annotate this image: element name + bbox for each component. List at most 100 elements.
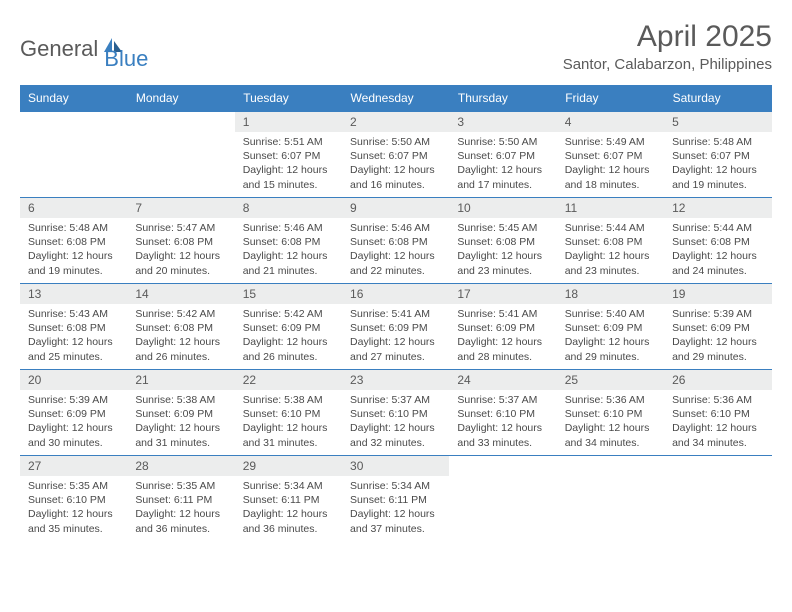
day-line: Sunrise: 5:41 AM [457,307,548,321]
calendar-cell: 14Sunrise: 5:42 AMSunset: 6:08 PMDayligh… [127,284,234,370]
day-line: Sunset: 6:09 PM [28,407,119,421]
day-body: Sunrise: 5:38 AMSunset: 6:09 PMDaylight:… [127,390,234,454]
day-number: 29 [235,456,342,476]
day-line: Sunset: 6:08 PM [672,235,763,249]
day-number: 12 [664,198,771,218]
day-number: 5 [664,112,771,132]
day-body: Sunrise: 5:36 AMSunset: 6:10 PMDaylight:… [557,390,664,454]
calendar-cell: 24Sunrise: 5:37 AMSunset: 6:10 PMDayligh… [449,370,556,456]
day-body: Sunrise: 5:48 AMSunset: 6:07 PMDaylight:… [664,132,771,196]
day-line: Sunrise: 5:44 AM [672,221,763,235]
day-line: Sunset: 6:10 PM [565,407,656,421]
day-line: Sunset: 6:11 PM [135,493,226,507]
day-line: Sunrise: 5:46 AM [243,221,334,235]
calendar-cell: 22Sunrise: 5:38 AMSunset: 6:10 PMDayligh… [235,370,342,456]
day-body: Sunrise: 5:50 AMSunset: 6:07 PMDaylight:… [449,132,556,196]
day-line: Sunrise: 5:34 AM [243,479,334,493]
day-body [20,118,127,125]
day-line: Daylight: 12 hours and 28 minutes. [457,335,548,363]
day-line: Sunset: 6:08 PM [457,235,548,249]
day-number: 18 [557,284,664,304]
day-line: Sunrise: 5:37 AM [350,393,441,407]
calendar-cell: 11Sunrise: 5:44 AMSunset: 6:08 PMDayligh… [557,198,664,284]
calendar-cell: 12 Sunrise: 5:44 AMSunset: 6:08 PMDayligh… [664,198,771,284]
day-line: Daylight: 12 hours and 23 minutes. [457,249,548,277]
day-line: Sunrise: 5:34 AM [350,479,441,493]
day-body: Sunrise: 5:42 AMSunset: 6:09 PMDaylight:… [235,304,342,368]
day-line: Sunset: 6:09 PM [457,321,548,335]
day-line: Daylight: 12 hours and 33 minutes. [457,421,548,449]
calendar-cell: 21Sunrise: 5:38 AMSunset: 6:09 PMDayligh… [127,370,234,456]
day-body: Sunrise: 5:51 AMSunset: 6:07 PMDaylight:… [235,132,342,196]
col-friday: Friday [557,85,664,112]
day-line: Daylight: 12 hours and 22 minutes. [350,249,441,277]
day-line: Sunset: 6:08 PM [135,321,226,335]
day-line: Sunrise: 5:42 AM [135,307,226,321]
day-line: Daylight: 12 hours and 23 minutes. [565,249,656,277]
day-body: Sunrise: 5:43 AMSunset: 6:08 PMDaylight:… [20,304,127,368]
day-line: Sunset: 6:10 PM [457,407,548,421]
day-number: 17 [449,284,556,304]
day-line: Sunset: 6:08 PM [135,235,226,249]
day-line: Sunset: 6:07 PM [350,149,441,163]
day-line: Daylight: 12 hours and 36 minutes. [135,507,226,535]
day-body: Sunrise: 5:35 AMSunset: 6:11 PMDaylight:… [127,476,234,540]
calendar-cell: 25Sunrise: 5:36 AMSunset: 6:10 PMDayligh… [557,370,664,456]
day-body: Sunrise: 5:38 AMSunset: 6:10 PMDaylight:… [235,390,342,454]
day-number: 27 [20,456,127,476]
day-number: 8 [235,198,342,218]
day-line: Daylight: 12 hours and 29 minutes. [672,335,763,363]
calendar-cell: 8Sunrise: 5:46 AMSunset: 6:08 PMDaylight… [235,198,342,284]
calendar-week: 13Sunrise: 5:43 AMSunset: 6:08 PMDayligh… [20,284,772,370]
day-line: Sunset: 6:08 PM [350,235,441,249]
calendar-week: 20Sunrise: 5:39 AMSunset: 6:09 PMDayligh… [20,370,772,456]
day-body [557,462,664,469]
day-body: Sunrise: 5:44 AMSunset: 6:08 PMDaylight:… [557,218,664,282]
day-line: Sunrise: 5:45 AM [457,221,548,235]
calendar-cell [557,456,664,542]
day-line: Sunrise: 5:50 AM [457,135,548,149]
day-number: 6 [20,198,127,218]
day-body: Sunrise: 5:37 AMSunset: 6:10 PMDaylight:… [342,390,449,454]
day-line: Sunset: 6:07 PM [457,149,548,163]
day-line: Daylight: 12 hours and 36 minutes. [243,507,334,535]
day-line: Sunrise: 5:42 AM [243,307,334,321]
day-line: Daylight: 12 hours and 26 minutes. [243,335,334,363]
day-line: Sunset: 6:10 PM [672,407,763,421]
day-line: Sunset: 6:09 PM [135,407,226,421]
day-line: Daylight: 12 hours and 31 minutes. [135,421,226,449]
day-line: Daylight: 12 hours and 17 minutes. [457,163,548,191]
calendar-cell: 3Sunrise: 5:50 AMSunset: 6:07 PMDaylight… [449,112,556,198]
calendar-week: 1Sunrise: 5:51 AMSunset: 6:07 PMDaylight… [20,112,772,198]
calendar-cell: 5Sunrise: 5:48 AMSunset: 6:07 PMDaylight… [664,112,771,198]
calendar-week: 6Sunrise: 5:48 AMSunset: 6:08 PMDaylight… [20,198,772,284]
day-line: Sunrise: 5:51 AM [243,135,334,149]
day-line: Sunrise: 5:50 AM [350,135,441,149]
col-monday: Monday [127,85,234,112]
day-body: Sunrise: 5:36 AMSunset: 6:10 PMDaylight:… [664,390,771,454]
day-number: 10 [449,198,556,218]
day-number: 7 [127,198,234,218]
day-line: Daylight: 12 hours and 21 minutes. [243,249,334,277]
day-body [449,462,556,469]
calendar-cell: 26Sunrise: 5:36 AMSunset: 6:10 PMDayligh… [664,370,771,456]
calendar-cell: 10 Sunrise: 5:45 AMSunset: 6:08 PMDayligh… [449,198,556,284]
day-line: Daylight: 12 hours and 24 minutes. [672,249,763,277]
col-thursday: Thursday [449,85,556,112]
day-number: 13 [20,284,127,304]
day-body: Sunrise: 5:48 AMSunset: 6:08 PMDaylight:… [20,218,127,282]
calendar-cell: 4Sunrise: 5:49 AMSunset: 6:07 PMDaylight… [557,112,664,198]
day-number: 4 [557,112,664,132]
day-line: Sunrise: 5:40 AM [565,307,656,321]
calendar-cell: 29Sunrise: 5:34 AMSunset: 6:11 PMDayligh… [235,456,342,542]
day-line: Daylight: 12 hours and 34 minutes. [672,421,763,449]
day-number: 15 [235,284,342,304]
day-line: Daylight: 12 hours and 19 minutes. [28,249,119,277]
day-body: Sunrise: 5:39 AMSunset: 6:09 PMDaylight:… [20,390,127,454]
day-number: 2 [342,112,449,132]
calendar-cell: 9Sunrise: 5:46 AMSunset: 6:08 PMDaylight… [342,198,449,284]
day-line: Daylight: 12 hours and 25 minutes. [28,335,119,363]
day-line: Sunset: 6:08 PM [565,235,656,249]
day-line: Sunset: 6:10 PM [28,493,119,507]
day-body: Sunrise: 5:34 AMSunset: 6:11 PMDaylight:… [235,476,342,540]
